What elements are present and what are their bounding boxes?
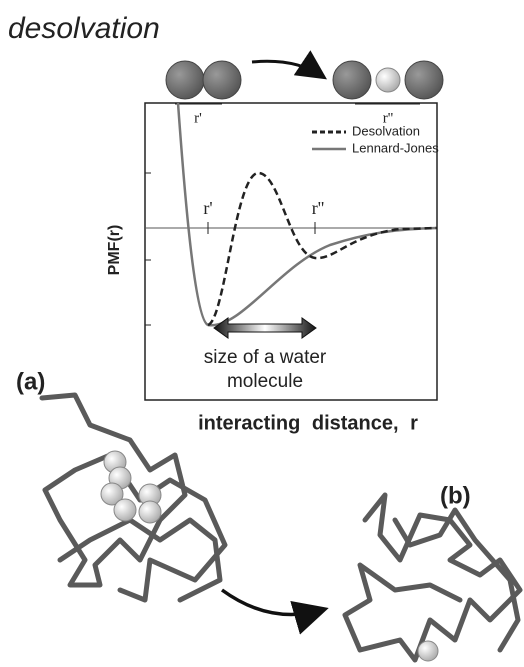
marker-label: r'' (312, 198, 324, 218)
protein-trace (57, 517, 223, 603)
atom (332, 60, 372, 100)
water (417, 640, 439, 662)
label: r'' (383, 110, 394, 126)
legend-label: Lennard-Jones (352, 140, 439, 155)
label: r' (194, 110, 202, 126)
title: desolvation (8, 12, 160, 45)
panel-label: (b) (440, 482, 471, 509)
atom (404, 60, 444, 100)
y-label: PMF(r) (106, 225, 123, 276)
x-label: interacting distance, r (198, 412, 418, 434)
protein-trace (39, 392, 228, 603)
plot-frame (144, 102, 438, 401)
atom (202, 60, 242, 100)
annotation: size of a water (204, 347, 327, 368)
desolvation-curve (207, 171, 438, 327)
protein-trace (342, 492, 523, 663)
atom (165, 60, 205, 100)
protein-trace (392, 507, 521, 653)
water (375, 67, 401, 93)
arrow (251, 50, 327, 80)
arrow (220, 588, 329, 635)
annotation: molecule (227, 371, 303, 392)
water-cluster (100, 450, 162, 524)
panel-label: (a) (16, 368, 45, 395)
size-arrow (213, 317, 317, 339)
legend-label: Desolvation (352, 123, 420, 138)
marker-label: r' (203, 198, 212, 218)
